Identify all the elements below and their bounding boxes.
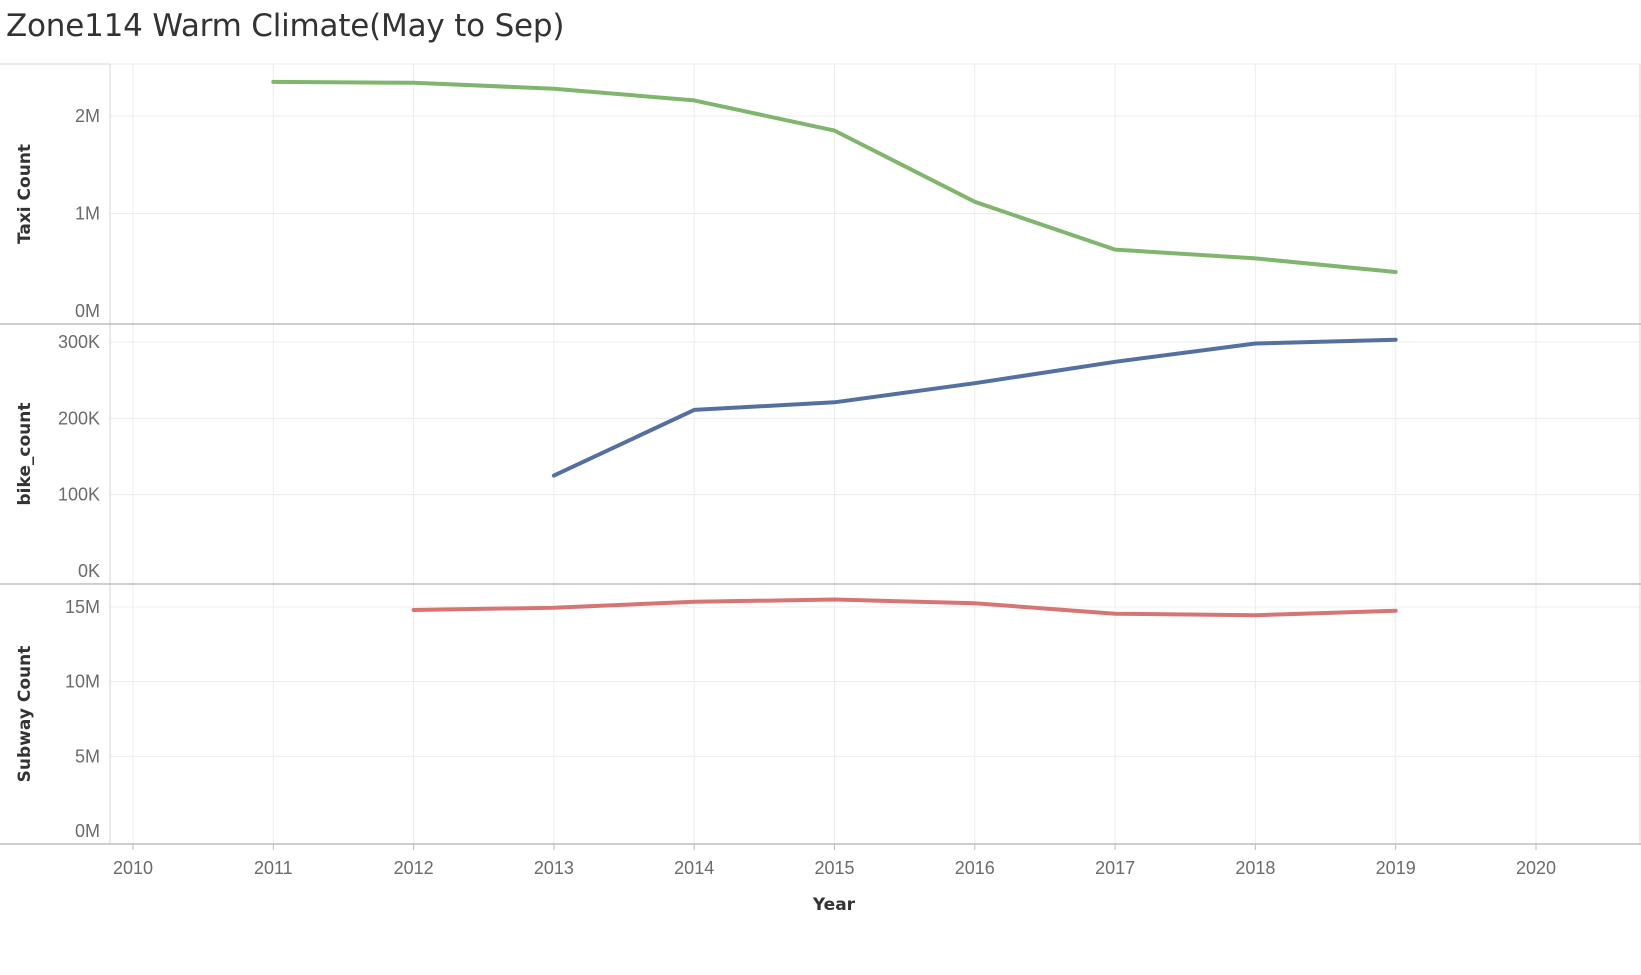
x-tick-label: 2015 [814,858,854,878]
y-tick-label: 200K [58,408,100,428]
y-tick-label: 10M [65,672,100,692]
x-tick-label: 2017 [1095,858,1135,878]
chart-title: Zone114 Warm Climate(May to Sep) [6,8,565,44]
y-tick-label: 0M [75,821,100,841]
series-line [551,337,1398,478]
x-tick-label: 2018 [1235,858,1275,878]
x-tick-label: 2012 [394,858,434,878]
y-tick-label: 1M [75,204,100,224]
x-tick-label: 2010 [113,858,153,878]
series-line [271,79,1398,274]
y-axis-title: Subway Count [15,646,35,783]
x-tick-label: 2020 [1516,858,1556,878]
x-tick-label: 2016 [955,858,995,878]
y-tick-label: 2M [75,106,100,126]
y-tick-label: 15M [65,597,100,617]
x-tick-label: 2019 [1376,858,1416,878]
x-tick-label: 2011 [254,858,293,878]
series-line [411,597,1398,618]
y-tick-label: 300K [58,332,100,352]
y-tick-label: 0K [78,561,100,581]
x-tick-label: 2013 [534,858,574,878]
y-tick-label: 5M [75,746,100,766]
y-axis-title: Taxi Count [15,144,35,244]
x-tick-label: 2014 [674,858,714,878]
y-tick-label: 0M [75,301,100,321]
y-axis-title: bike_count [15,403,35,506]
y-tick-label: 100K [58,485,100,505]
x-axis-title: Year [812,895,856,915]
